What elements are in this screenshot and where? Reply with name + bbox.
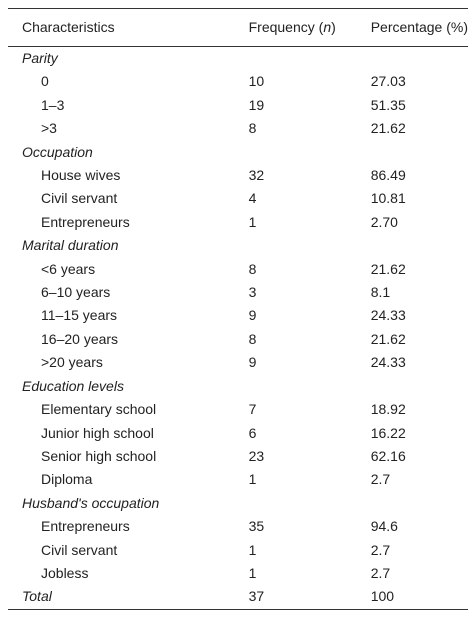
cell-value: 2.7 [370,471,391,488]
data-row: Civil servant 4 10.81 [8,187,468,210]
data-row: Senior high school 23 62.16 [8,445,468,468]
cell-value: 9 [248,354,257,371]
data-row: Entrepreneurs 1 2.70 [8,211,468,234]
row-label: Civil servant [41,541,118,558]
data-row: Diploma 1 2.7 [8,468,468,491]
cell-value: 16.22 [370,424,406,441]
header-cell: Characteristics [8,8,249,47]
cell-value: 21.62 [370,330,406,347]
header-text: ) [331,19,336,35]
section-row: Parity [8,47,468,71]
data-row: Elementary school 7 18.92 [8,398,468,421]
cell-value: 1 [248,213,257,230]
section-title: Marital duration [22,237,119,254]
cell-value: 62.16 [370,447,406,464]
table: Characteristics Frequency (n) Percentage… [8,8,468,610]
cell-value: 21.62 [370,260,406,277]
section-row: Husband's occupation [8,492,468,515]
cell-value: 18.92 [370,401,406,418]
data-row: 11–15 years 9 24.33 [8,304,468,327]
total-value: 100 [370,588,395,605]
cell-value: 8 [248,120,257,137]
total-value: 37 [248,588,265,605]
row-label: Elementary school [41,401,157,418]
cell-value: 27.03 [370,73,406,90]
header-cell: Percentage (%) [370,8,468,47]
table-container: Characteristics Frequency (n) Percentage… [8,8,468,610]
cell-value: 86.49 [370,167,406,184]
cell-value: 51.35 [370,96,406,113]
row-label: Jobless [41,564,89,581]
row-label: 1–3 [41,96,65,113]
row-label: Civil servant [41,190,118,207]
data-row: >20 years 9 24.33 [8,351,468,374]
data-row: 6–10 years 3 8.1 [8,281,468,304]
header-row: Characteristics Frequency (n) Percentage… [8,8,468,47]
data-row: 1–3 19 51.35 [8,94,468,117]
data-row: <6 years 8 21.62 [8,258,468,281]
cell-value: 3 [248,284,257,301]
total-row: Total 37 100 [8,585,468,609]
cell-value: 19 [248,96,265,113]
cell-value: 9 [248,307,257,324]
cell-value: 94.6 [370,518,398,535]
cell-value: 7 [248,401,257,418]
cell-value: 2.7 [370,564,391,581]
cell-value: 24.33 [370,307,406,324]
row-label: Entrepreneurs [41,213,130,230]
data-row: >3 8 21.62 [8,117,468,140]
cell-value: 21.62 [370,120,406,137]
cell-value: 8 [248,260,257,277]
table-header: Characteristics Frequency (n) Percentage… [8,8,468,47]
cell-value: 10.81 [370,190,406,207]
section-title: Occupation [22,143,93,160]
cell-value: 23 [248,447,265,464]
cell-value: 24.33 [370,354,406,371]
row-label: Diploma [41,471,93,488]
data-row: Jobless 1 2.7 [8,562,468,585]
header-cell: Frequency (n) [248,8,371,47]
cell-value: 4 [248,190,257,207]
row-label: Junior high school [41,424,154,441]
row-label: <6 years [41,260,96,277]
row-label: House wives [41,167,121,184]
cell-value: 35 [248,518,265,535]
data-row: Junior high school 6 16.22 [8,422,468,445]
cell-value: 2.7 [370,541,391,558]
cell-value: 32 [248,167,265,184]
row-label: 6–10 years [41,284,111,301]
data-row: 16–20 years 8 21.62 [8,328,468,351]
header-text: Frequency ( [248,19,324,35]
row-label: 16–20 years [41,330,119,347]
data-row: 0 10 27.03 [8,70,468,93]
cell-value: 6 [248,424,257,441]
row-label: >3 [41,120,57,137]
cell-value: 1 [248,564,257,581]
row-label: Senior high school [41,447,157,464]
section-title: Parity [22,50,58,66]
section-row: Marital duration [8,234,468,257]
data-row: House wives 32 86.49 [8,164,468,187]
row-label: 11–15 years [41,307,118,324]
cell-value: 8 [248,330,257,347]
cell-value: 8.1 [370,284,391,301]
cell-value: 1 [248,541,257,558]
data-row: Entrepreneurs 35 94.6 [8,515,468,538]
data-row: Civil servant 1 2.7 [8,539,468,562]
cell-value: 1 [248,471,257,488]
total-label: Total [22,588,52,605]
cell-value: 10 [248,73,265,90]
row-label: >20 years [41,354,103,371]
header-text: n [323,19,332,35]
row-label: Entrepreneurs [41,518,130,535]
section-title: Education levels [22,377,124,394]
section-row: Occupation [8,141,468,164]
section-row: Education levels [8,375,468,398]
table-body: Parity 0 10 27.03 1–3 19 51.35 >3 8 21.62 Occupati… [8,47,468,610]
row-label: 0 [41,73,49,90]
cell-value: 2.70 [370,213,398,230]
section-title: Husband's occupation [22,494,160,511]
